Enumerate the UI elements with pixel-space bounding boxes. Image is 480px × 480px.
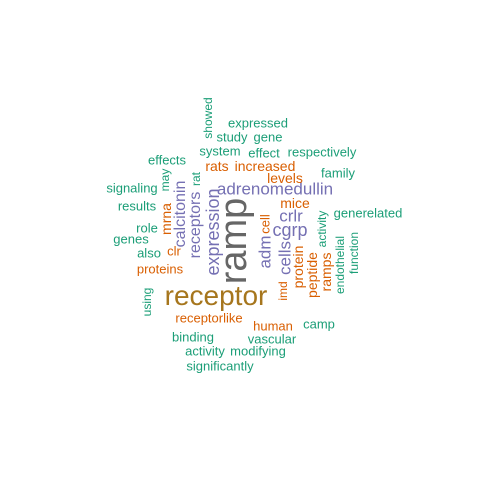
word-clr: clr	[167, 243, 181, 259]
word-modifying: modifying	[230, 343, 286, 359]
word-human: human	[253, 318, 293, 334]
word-role: role	[136, 220, 158, 236]
word-significantly: significantly	[186, 358, 254, 374]
word-rat: rat	[189, 171, 203, 187]
word-effect: effect	[248, 145, 280, 161]
word-protein: protein	[290, 245, 306, 289]
word-gene: gene	[253, 129, 283, 145]
word-crlr: crlr	[279, 206, 303, 226]
word-receptor: receptor	[164, 280, 268, 311]
word-adrenomedullin: adrenomedullin	[216, 179, 334, 199]
word-results: results	[117, 198, 157, 214]
word-ramps: ramps	[318, 252, 334, 292]
word-may: may	[158, 168, 172, 192]
word-increased: increased	[234, 158, 296, 174]
word-levels: levels	[267, 170, 303, 186]
word-respectively: respectively	[287, 144, 357, 160]
word-imd: imd	[276, 281, 290, 301]
word-endothelial: endothelial	[333, 235, 347, 295]
word-receptorlike: receptorlike	[175, 310, 243, 326]
word-cgrp: cgrp	[272, 220, 308, 240]
word-function: function	[347, 231, 361, 275]
word-activity: activity	[185, 343, 225, 359]
word-camp: camp	[303, 316, 335, 332]
word-binding: binding	[172, 329, 214, 345]
word-vascular: vascular	[247, 331, 297, 347]
word-cell: cell	[257, 214, 273, 234]
word-genes: genes	[113, 231, 149, 247]
word-showed: showed	[201, 97, 215, 139]
word-peptide: peptide	[304, 252, 320, 298]
word-using: using	[140, 287, 154, 317]
word-activity: activity	[315, 210, 329, 248]
word-family: family	[321, 165, 355, 181]
word-system: system	[199, 143, 241, 159]
word-mice: mice	[280, 195, 310, 211]
word-mrna: mrna	[158, 203, 174, 235]
word-signaling: signaling	[106, 180, 158, 196]
word-expressed: expressed	[228, 115, 288, 131]
word-receptors: receptors	[187, 191, 204, 259]
word-study: study	[216, 129, 248, 145]
word-generelated: generelated	[333, 205, 403, 221]
word-rats: rats	[205, 158, 229, 174]
word-proteins: proteins	[136, 261, 184, 277]
word-also: also	[137, 245, 161, 261]
word-expression: expression	[203, 188, 223, 276]
word-adm: adm	[255, 235, 275, 269]
word-effects: effects	[147, 152, 187, 168]
